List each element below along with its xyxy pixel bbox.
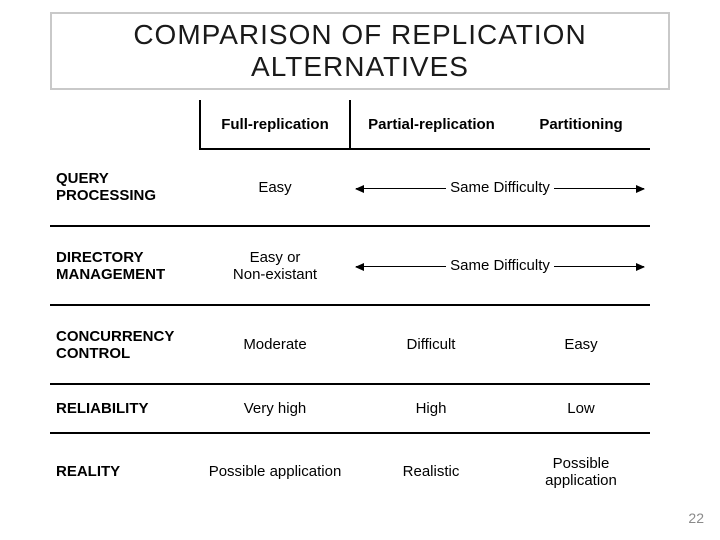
cell: High <box>350 384 512 432</box>
row-label: QUERY PROCESSING <box>50 149 200 226</box>
cell: Realistic <box>350 433 512 510</box>
row-label: RELIABILITY <box>50 384 200 432</box>
row-label: REALITY <box>50 433 200 510</box>
cell: Moderate <box>200 305 350 384</box>
cell: Very high <box>200 384 350 432</box>
col-partial-replication: Partial-replication <box>350 100 512 149</box>
slide: COMPARISON OF REPLICATION ALTERNATIVES F… <box>0 0 720 540</box>
cell: Easy <box>512 305 650 384</box>
col-partitioning: Partitioning <box>512 100 650 149</box>
col-full-replication: Full-replication <box>200 100 350 149</box>
span-label: Same Difficulty <box>446 179 554 196</box>
row-query-processing: QUERY PROCESSING Easy Same Difficulty <box>50 149 650 226</box>
row-directory-management: DIRECTORY MANAGEMENT Easy orNon-existant… <box>50 226 650 305</box>
comparison-table: Full-replication Partial-replication Par… <box>50 100 650 510</box>
cell: Easy <box>200 149 350 226</box>
row-reality: REALITY Possible application Realistic P… <box>50 433 650 510</box>
cell: Easy orNon-existant <box>200 226 350 305</box>
header-row: Full-replication Partial-replication Par… <box>50 100 650 149</box>
span-label: Same Difficulty <box>446 257 554 274</box>
cell: Possible application <box>200 433 350 510</box>
cell: Low <box>512 384 650 432</box>
page-number: 22 <box>688 510 704 526</box>
cell-span: Same Difficulty <box>350 226 650 305</box>
slide-title: COMPARISON OF REPLICATION ALTERNATIVES <box>50 12 670 90</box>
row-reliability: RELIABILITY Very high High Low <box>50 384 650 432</box>
cell: Difficult <box>350 305 512 384</box>
header-empty <box>50 100 200 149</box>
row-label: CONCURRENCY CONTROL <box>50 305 200 384</box>
row-concurrency-control: CONCURRENCY CONTROL Moderate Difficult E… <box>50 305 650 384</box>
cell-span: Same Difficulty <box>350 149 650 226</box>
cell: Possible application <box>512 433 650 510</box>
row-label: DIRECTORY MANAGEMENT <box>50 226 200 305</box>
table: Full-replication Partial-replication Par… <box>50 100 650 510</box>
